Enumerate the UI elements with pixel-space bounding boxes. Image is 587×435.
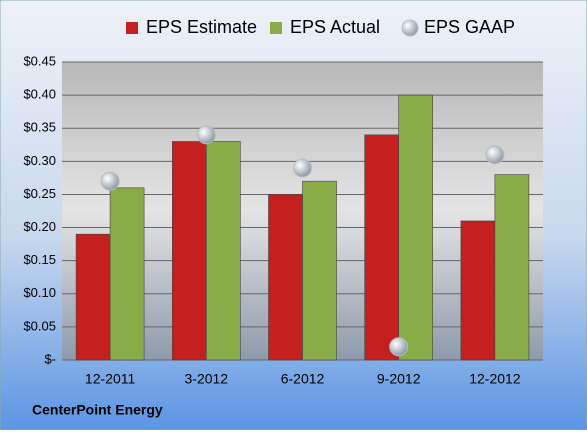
legend-label: EPS Estimate: [146, 17, 257, 37]
legend-label: EPS GAAP: [424, 17, 515, 37]
y-tick-label: $0.40: [23, 87, 56, 102]
y-tick-label: $0.05: [23, 318, 56, 333]
marker: [485, 145, 505, 165]
footer: CenterPoint Energy: [32, 402, 163, 418]
bar: [268, 194, 303, 361]
y-tick-label: $0.15: [23, 252, 56, 267]
marker: [293, 158, 312, 178]
y-tick-label: $0.30: [23, 153, 56, 168]
y-tick-label: $-: [44, 351, 56, 366]
x-tick-label: 3-2012: [185, 371, 229, 387]
x-tick-label: 9-2012: [377, 371, 421, 387]
legend-swatch: [401, 19, 419, 37]
legend-label: EPS Actual: [290, 17, 380, 37]
x-tick-label: 12-2011: [85, 371, 136, 387]
y-tick-label: $0.45: [23, 53, 56, 68]
x-tick-label: 12-2012: [469, 371, 521, 387]
bar: [302, 180, 337, 361]
bar: [172, 141, 207, 361]
marker: [389, 337, 409, 357]
x-tick-label: 6-2012: [281, 371, 325, 387]
bar: [206, 141, 241, 361]
legend-swatch: [126, 22, 138, 34]
legend-swatch: [270, 22, 282, 34]
bar: [75, 233, 111, 361]
marker: [100, 171, 120, 191]
y-tick-label: $0.20: [23, 219, 56, 234]
y-tick-label: $0.10: [23, 285, 56, 300]
bar: [460, 220, 496, 361]
bar: [364, 134, 400, 361]
y-tick-label: $0.25: [23, 186, 56, 201]
bar: [494, 174, 530, 361]
bar: [109, 187, 145, 361]
marker: [196, 125, 216, 145]
y-tick-label: $0.35: [23, 120, 56, 135]
bar: [398, 94, 434, 361]
